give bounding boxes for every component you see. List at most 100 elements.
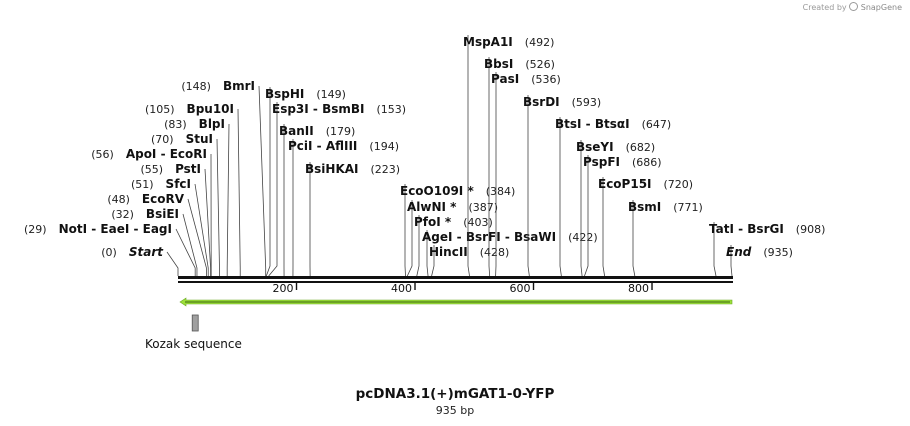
site-pcii[interactable]: PciI - AflIII (194) <box>288 139 399 277</box>
dna-strand-top <box>178 276 733 279</box>
site-position: (428) <box>480 246 510 259</box>
site-name: PasI <box>491 72 519 86</box>
site-ecoo109i[interactable]: EcoO109I * (384) <box>400 184 515 277</box>
site-label: (48) EcoRV <box>107 192 184 206</box>
site-position: (682) <box>626 141 656 154</box>
site-name: PciI - AflIII <box>288 139 357 153</box>
site-position: (148) <box>181 80 211 93</box>
site-leader-line <box>265 87 271 277</box>
site-position: (536) <box>531 73 561 86</box>
site-bsrdi[interactable]: BsrDI (593) <box>523 95 601 277</box>
site-name: BseYI <box>576 140 614 154</box>
site-name: PfoI * <box>414 215 452 229</box>
site-position: (686) <box>632 156 662 169</box>
site-label: BseYI (682) <box>576 140 655 154</box>
site-sfci[interactable]: (51) SfcI <box>131 177 209 276</box>
site-label: (32) BsiEI <box>111 207 179 221</box>
site-position: (720) <box>664 178 694 191</box>
site-psti[interactable]: (55) PstI <box>140 162 211 276</box>
site-leader-line <box>426 230 429 277</box>
site-name: BtsI - BtsαI <box>555 117 630 131</box>
site-leader-line <box>416 215 420 277</box>
site-start[interactable]: (0) Start <box>101 245 179 276</box>
site-leader-line <box>713 222 717 277</box>
site-bmri[interactable]: (148) BmrI <box>181 79 267 276</box>
site-leader-line <box>580 140 583 277</box>
site-bsphi[interactable]: BspHI (149) <box>265 87 346 277</box>
site-position: (56) <box>91 148 114 161</box>
site-label: (55) PstI <box>140 162 201 176</box>
feature-box-kozak[interactable] <box>191 314 199 332</box>
site-bseyi[interactable]: BseYI (682) <box>576 140 655 277</box>
site-blpi[interactable]: (83) BlpI <box>164 117 230 276</box>
site-pasi[interactable]: PasI (536) <box>491 72 561 277</box>
site-ecorv[interactable]: (48) EcoRV <box>107 192 207 276</box>
site-apoi[interactable]: (56) ApoI - EcoRI <box>91 147 212 276</box>
site-leader-line <box>166 251 179 276</box>
site-leader-line <box>559 117 562 277</box>
site-leader-line <box>187 198 207 276</box>
site-label: PasI (536) <box>491 72 561 86</box>
site-bsiei[interactable]: (32) BsiEI <box>111 207 198 276</box>
site-name: EcoRV <box>142 192 185 206</box>
site-leader-line <box>258 85 267 276</box>
site-position: (403) <box>463 216 493 229</box>
site-pfoi[interactable]: PfoI * (403) <box>414 215 493 277</box>
site-name: Start <box>129 245 164 259</box>
site-pspfi[interactable]: PspFI (686) <box>583 155 662 277</box>
site-position: (105) <box>145 103 175 116</box>
ruler-tick-label: 600 <box>510 282 531 295</box>
site-label: PspFI (686) <box>583 155 662 169</box>
site-esp3i[interactable]: Esp3I - BsmBI (153) <box>268 102 406 277</box>
site-label: (51) SfcI <box>131 177 191 191</box>
site-leader-line <box>632 200 636 277</box>
site-mspa1i[interactable]: MspA1I (492) <box>463 35 554 277</box>
site-position: (526) <box>525 58 555 71</box>
site-leader-line <box>226 123 230 276</box>
site-label: (83) BlpI <box>164 117 225 131</box>
site-label: BsiHKAI (223) <box>305 162 400 176</box>
site-label: AlwNI * (387) <box>407 200 498 214</box>
site-position: (48) <box>107 193 130 206</box>
site-noti[interactable]: (29) NotI - EaeI - EagI <box>24 222 196 276</box>
site-position: (83) <box>164 118 187 131</box>
site-position: (55) <box>140 163 163 176</box>
site-label: BspHI (149) <box>265 87 346 101</box>
site-hincii[interactable]: HincII (428) <box>429 245 510 277</box>
site-label: BsmI (771) <box>628 200 703 214</box>
site-position: (29) <box>24 223 47 236</box>
site-leader-line <box>488 57 491 277</box>
site-leader-line <box>602 177 606 277</box>
site-end[interactable]: End (935) <box>726 245 793 277</box>
site-name: AlwNI * <box>407 200 457 214</box>
site-name: NotI - EaeI - EagI <box>59 222 172 236</box>
site-label: (105) Bpu10I <box>145 102 234 116</box>
site-bsmi[interactable]: BsmI (771) <box>628 200 703 277</box>
site-name: BlpI <box>199 117 225 131</box>
site-leader-line <box>204 168 211 276</box>
site-leader-line <box>194 183 209 276</box>
site-position: (935) <box>763 246 793 259</box>
site-name: TatI - BsrGI <box>709 222 784 236</box>
site-ecop15i[interactable]: EcoP15I (720) <box>598 177 694 277</box>
site-bsihkai[interactable]: BsiHKAI (223) <box>305 162 400 277</box>
site-label: (70) StuI <box>151 132 213 146</box>
site-bbsi[interactable]: BbsI (526) <box>484 57 555 277</box>
site-stui[interactable]: (70) StuI <box>151 132 220 276</box>
ruler-tick-label: 200 <box>273 282 294 295</box>
site-alwni[interactable]: AlwNI * (387) <box>406 200 498 277</box>
site-name: BspHI <box>265 87 304 101</box>
site-tati[interactable]: TatI - BsrGI (908) <box>709 222 825 277</box>
site-label: End (935) <box>726 245 793 259</box>
map-title: pcDNA3.1(+)mGAT1-0-YFP <box>355 386 555 402</box>
ruler-tick-label: 800 <box>628 282 649 295</box>
site-label: (0) Start <box>101 245 164 259</box>
site-banii[interactable]: BanII (179) <box>279 124 355 277</box>
site-bpu10i[interactable]: (105) Bpu10I <box>145 102 241 276</box>
site-name: ApoI - EcoRI <box>126 147 207 161</box>
site-btsi[interactable]: BtsI - BtsαI (647) <box>555 117 671 277</box>
site-leader-line <box>584 155 589 277</box>
site-name: SfcI <box>166 177 191 191</box>
site-position: (32) <box>111 208 134 221</box>
